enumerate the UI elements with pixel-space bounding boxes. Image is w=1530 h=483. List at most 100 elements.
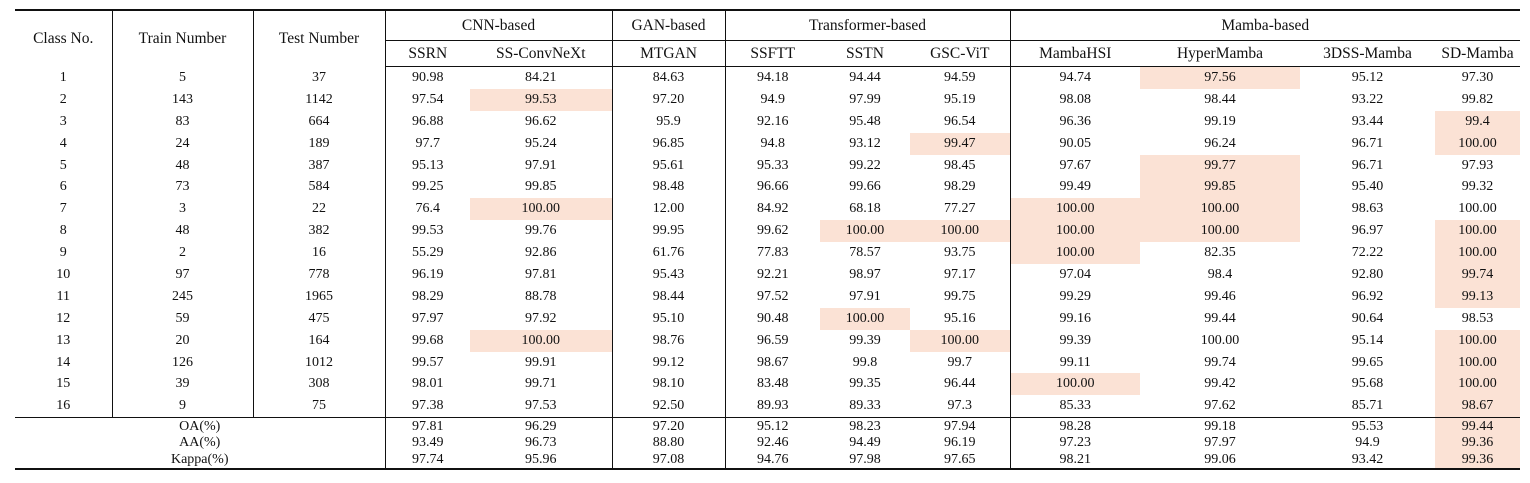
accuracy-cell: 95.68 [1351,376,1384,392]
method-header-ssftt: SSFTT [725,40,820,67]
accuracy-cell: 99.74 [1435,264,1520,286]
accuracy-cell: 100.00 [1010,373,1140,396]
accuracy-cell: 92.86 [470,242,613,265]
class-no-cell: 5 [15,154,113,177]
accuracy-cell: 97.91 [470,154,613,177]
method-header-mambahsi: MambaHSI [1010,40,1140,67]
accuracy-cell: 92.21 [757,266,789,282]
accuracy-cell: 98.67 [757,354,789,370]
accuracy-cell: 99.11 [1059,354,1091,370]
accuracy-cell: 99.16 [1059,310,1092,326]
test-number-cell: 37 [253,66,386,89]
accuracy-cell: 98.67 [1435,395,1520,418]
accuracy-cell: 96.71 [1351,157,1384,173]
accuracy-cell: 97.3 [910,395,1011,418]
accuracy-cell: 77.83 [757,245,789,261]
accuracy-cell: 90.64 [1351,310,1384,326]
accuracy-cell: 94.59 [910,66,1011,89]
accuracy-cell: 100.00 [1010,220,1140,243]
accuracy-cell: 84.92 [757,201,789,217]
table-row: 10 97 778 96.19 97.81 95.43 92.21 98.97 97.17 97.… [15,264,1520,286]
accuracy-cell: 97.38 [412,398,444,414]
table-row: 7 3 22 76.4 100.00 12.00 84.92 68.18 77.27 100.00… [15,198,1520,221]
accuracy-cell: 99.85 [470,176,613,199]
metric-value-cell: 99.44 [1435,417,1520,435]
accuracy-cell: 98.48 [612,176,726,199]
accuracy-cell: 100.00 [910,220,1011,243]
accuracy-cell: 99.42 [1204,376,1236,392]
accuracy-cell: 95.19 [910,88,1011,111]
metric-label-cell: AA(%) [15,434,386,452]
accuracy-cell: 93.75 [910,242,1011,265]
metric-value-cell: 97.98 [849,451,881,467]
accuracy-cell: 95.10 [612,307,726,330]
accuracy-cell: 88.78 [470,285,613,308]
accuracy-cell: 97.99 [849,91,881,107]
accuracy-cell: 96.85 [612,132,726,155]
method-header-ss-convnext: SS-ConvNeXt [470,40,613,67]
train-number-cell: 48 [112,220,254,243]
class-no-cell: 12 [15,307,113,330]
accuracy-cell: 96.92 [1351,288,1384,304]
test-number-cell: 475 [253,307,386,330]
table-row: 9 2 16 55.29 92.86 61.76 77.83 78.57 93.75 100.00… [15,242,1520,265]
accuracy-cell: 97.30 [1461,69,1494,85]
table-row: 4 24 189 97.7 95.24 96.85 94.8 93.12 99.47 90.05 9… [15,132,1520,155]
class-no-cell: 13 [15,329,113,352]
class-no-cell: 3 [15,110,113,133]
accuracy-cell: 94.18 [757,69,789,85]
metric-value-cell: 97.23 [1059,435,1092,451]
metric-value-cell: 95.12 [725,417,820,435]
column-header-class-no-: Class No. [15,10,113,67]
metric-value-cell: 88.80 [612,434,726,452]
accuracy-cell: 98.45 [910,154,1011,177]
accuracy-cell: 98.4 [1207,266,1233,282]
test-number-cell: 664 [253,110,386,133]
group-header-gan-based: GAN-based [612,10,726,41]
accuracy-cell: 97.97 [412,310,444,326]
accuracy-cell: 95.40 [1351,179,1384,195]
metric-value-cell: 99.36 [1435,451,1520,470]
class-no-cell: 15 [15,373,113,396]
accuracy-cell: 95.33 [757,157,789,173]
accuracy-cell: 99.19 [1204,113,1236,129]
accuracy-cell: 99.77 [1140,154,1300,177]
accuracy-cell: 89.93 [757,398,789,414]
metric-value-cell: 96.73 [470,434,613,452]
accuracy-cell: 90.98 [412,69,444,85]
accuracy-cell: 100.00 [820,220,910,243]
accuracy-cell: 78.57 [849,245,881,261]
accuracy-cell: 100.00 [1200,332,1240,348]
metric-value-cell: 94.49 [849,435,881,451]
test-number-cell: 75 [253,395,386,418]
accuracy-cell: 100.00 [1458,201,1497,217]
accuracy-cell: 94.44 [849,69,881,85]
metric-value-cell: 99.18 [1140,417,1300,435]
accuracy-cell: 99.12 [612,351,726,374]
accuracy-cell: 97.53 [470,395,613,418]
accuracy-cell: 97.04 [1059,266,1092,282]
metric-value-cell: 99.36 [1435,434,1520,452]
accuracy-cell: 85.33 [1059,398,1092,414]
accuracy-cell: 98.63 [1351,201,1384,217]
accuracy-cell: 96.24 [1204,135,1236,151]
accuracy-cell: 99.53 [412,223,444,239]
accuracy-cell: 85.71 [1351,398,1384,414]
accuracy-cell: 61.76 [612,242,726,265]
accuracy-cell: 98.29 [412,288,444,304]
accuracy-cell: 99.22 [849,157,881,173]
accuracy-cell: 98.44 [612,285,726,308]
classification-results-table: Class No. Train Number Test Number CNN-base… [15,9,1520,471]
accuracy-cell: 99.7 [910,351,1011,374]
train-number-cell: 24 [112,132,254,155]
table-row: 14 126 1012 99.57 99.91 99.12 98.67 99.8 99.7 99.… [15,351,1520,374]
train-number-cell: 39 [112,373,254,396]
accuracy-cell: 95.61 [612,154,726,177]
metric-value-cell: 99.06 [1204,451,1236,467]
method-header-sstn: SSTN [820,40,910,67]
accuracy-cell: 99.29 [1059,288,1092,304]
footer-row: AA(%) 93.49 96.73 88.80 92.46 94.49 96.19 97.23… [15,434,1520,452]
accuracy-cell: 99.25 [412,179,444,195]
class-no-cell: 10 [15,264,113,286]
accuracy-cell: 96.19 [412,266,444,282]
